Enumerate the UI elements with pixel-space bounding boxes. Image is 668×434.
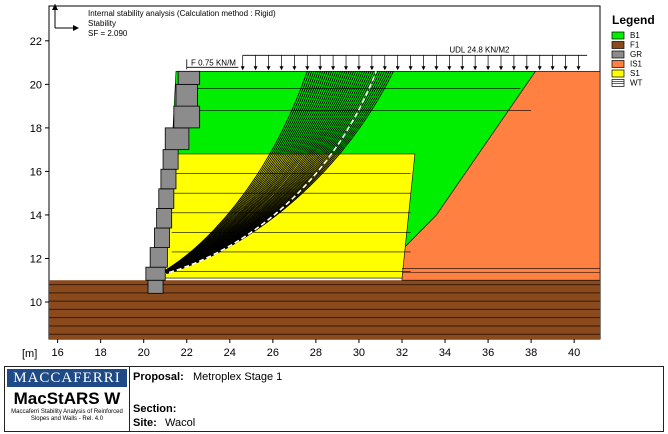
udl-arrowhead — [253, 66, 258, 71]
udl-arrowhead — [331, 66, 336, 71]
y-tick-label: 18 — [30, 123, 42, 135]
udl-arrowhead — [292, 66, 297, 71]
udl-arrowhead — [305, 66, 310, 71]
axis-unit-label: [m] — [22, 348, 37, 360]
udl-arrowhead — [447, 66, 452, 71]
gabion-block — [156, 208, 173, 229]
udl-arrowhead — [511, 66, 516, 71]
x-tick-label: 26 — [267, 347, 279, 359]
x-tick-label: 40 — [568, 347, 580, 359]
udl-arrowhead — [550, 66, 555, 71]
x-tick-label: 24 — [224, 347, 236, 359]
gabion-block — [173, 105, 201, 129]
legend-swatch — [611, 60, 625, 68]
site-value: Wacol — [165, 417, 196, 429]
udl-arrowhead — [537, 66, 542, 71]
legend-item-label: S1 — [630, 69, 640, 78]
udl-arrowhead — [356, 66, 361, 71]
y-tick-label: 20 — [30, 79, 42, 91]
section-label: Section: — [133, 403, 177, 415]
legend-swatch — [611, 50, 625, 59]
udl-arrowhead — [318, 66, 323, 71]
y-tick-label: 22 — [30, 36, 42, 48]
logo: MACCAFERRI MacStARS W Maccaferri Stabili… — [5, 367, 130, 431]
gabion-block — [162, 149, 179, 170]
gabion-block — [177, 70, 201, 85]
proposal-label: Proposal: — [133, 371, 184, 383]
x-tick-label: 34 — [439, 347, 451, 359]
gabion-block — [175, 83, 198, 107]
legend-item-label: F1 — [630, 41, 640, 50]
gabion-block — [145, 266, 166, 281]
udl-arrowhead — [279, 66, 284, 71]
x-tick-label: 20 — [138, 347, 150, 359]
stability-label: Stability — [88, 19, 116, 28]
axes: 16 18 20 22 24 26 28 30 32 34 36 38 40 10 12 14 16 18 20 22 — [30, 36, 581, 359]
udl-arrowhead — [576, 66, 581, 71]
legend-item-label: IS1 — [630, 60, 643, 69]
udl-arrowhead — [395, 66, 400, 71]
analysis-annotation: Internal stability analysis (Calculation… — [52, 4, 276, 38]
y-tick-label: 16 — [30, 166, 42, 178]
surface-loads: F 0.75 KN/M UDL 24.8 KN/M2 — [186, 45, 588, 71]
udl-arrowhead — [369, 66, 374, 71]
y-tick-label: 12 — [30, 253, 42, 265]
gabion-facing — [145, 70, 201, 294]
proposal-value: Metroplex Stage 1 — [193, 371, 283, 383]
slip-surfaces — [145, 71, 394, 279]
x-tick-label: 18 — [95, 347, 107, 359]
gabion-block — [147, 279, 164, 294]
gabion-block — [164, 127, 190, 151]
udl-arrowhead — [434, 66, 439, 71]
x-tick-label: 36 — [482, 347, 494, 359]
legend-swatch — [611, 31, 625, 40]
x-tick-label: 22 — [181, 347, 193, 359]
y-tick-label: 10 — [30, 297, 42, 309]
x-tick-label: 30 — [353, 347, 365, 359]
gabion-block — [160, 168, 177, 190]
gabion-block — [154, 227, 170, 248]
x-tick-label: 28 — [310, 347, 322, 359]
product-subtitle: Maccaferri Stability Analysis of Reinfor… — [11, 409, 123, 422]
udl-arrowhead — [421, 66, 426, 71]
gabion-block — [158, 188, 175, 209]
gabion-block — [149, 247, 168, 268]
site-label: Site: — [133, 417, 157, 429]
y-tick-label: 14 — [30, 210, 42, 222]
legend-title: Legend — [612, 13, 655, 27]
legend-swatch-wt — [611, 79, 625, 87]
udl-arrowhead — [240, 66, 245, 71]
legend-item-label: B1 — [630, 31, 640, 40]
analysis-title: Internal stability analysis (Calculation… — [88, 9, 276, 18]
udl-label: UDL 24.8 KN/M2 — [449, 45, 510, 54]
udl-arrowhead — [408, 66, 413, 71]
legend-swatch — [611, 69, 625, 78]
udl-arrowhead — [344, 66, 348, 71]
udl-arrowhead — [460, 66, 465, 71]
legend-item-label: WT — [630, 79, 643, 88]
title-block: MACCAFERRI MacStARS W Maccaferri Stabili… — [4, 366, 664, 432]
udl-arrowhead — [266, 66, 271, 71]
legend-item-label: GR — [630, 50, 642, 59]
brand-logo: MACCAFERRI — [7, 369, 127, 387]
safety-factor: SF = 2.090 — [88, 29, 128, 38]
legend-swatch — [611, 41, 625, 49]
x-tick-label: 32 — [396, 347, 408, 359]
x-tick-label: 38 — [525, 347, 537, 359]
udl-arrowhead — [524, 66, 529, 71]
udl-arrowhead — [563, 66, 568, 71]
x-tick-label: 16 — [51, 347, 63, 359]
udl-arrowhead — [486, 66, 491, 71]
udl-arrowhead — [473, 66, 478, 71]
udl-arrowhead — [499, 66, 503, 71]
product-name: MacStARS W — [13, 389, 121, 408]
udl-arrowhead — [382, 66, 387, 71]
critical-slip-surface — [145, 71, 377, 279]
point-load-label: F 0.75 KN/M — [191, 58, 236, 67]
